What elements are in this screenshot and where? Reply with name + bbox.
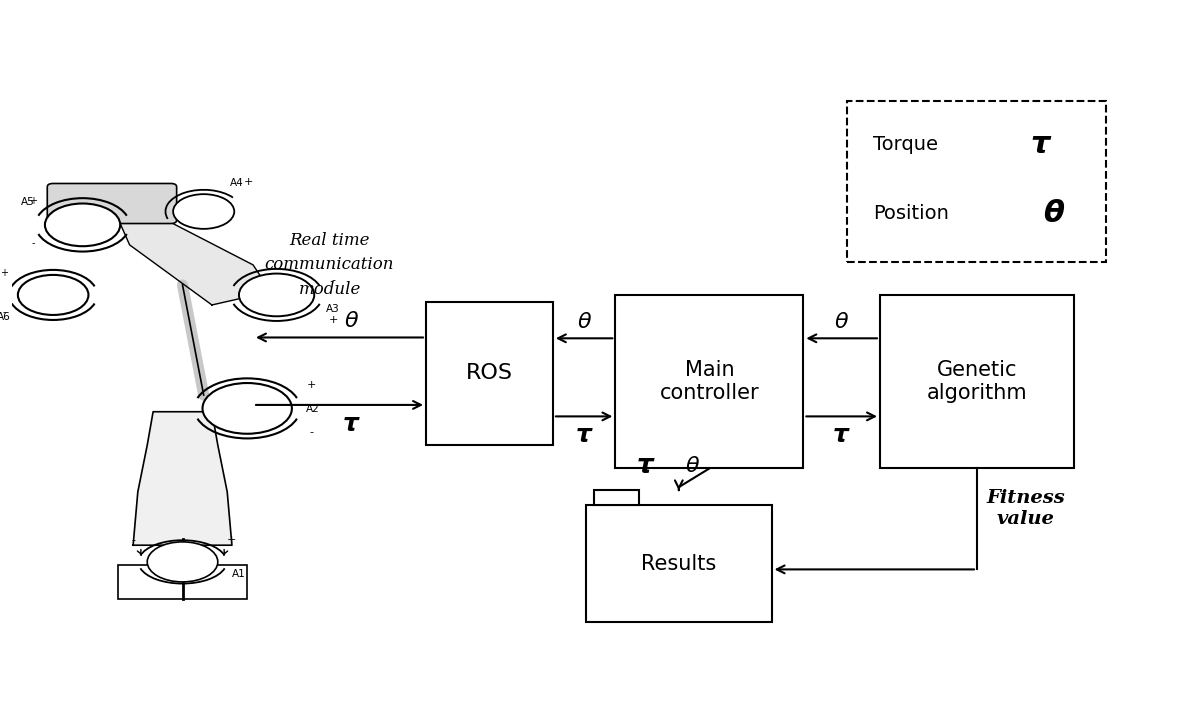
Text: A5: A5 xyxy=(22,197,35,207)
Text: +: + xyxy=(329,315,337,325)
Bar xyxy=(426,302,553,445)
Circle shape xyxy=(18,275,89,315)
Polygon shape xyxy=(133,412,232,545)
Text: $\boldsymbol{\tau}$: $\boldsymbol{\tau}$ xyxy=(342,412,361,436)
Text: A4: A4 xyxy=(229,178,244,188)
Polygon shape xyxy=(101,198,271,305)
Text: -: - xyxy=(131,535,136,545)
Text: A6: A6 xyxy=(0,312,11,322)
Text: +: + xyxy=(0,268,7,278)
Circle shape xyxy=(148,542,218,582)
Text: $\boldsymbol{\tau}$: $\boldsymbol{\tau}$ xyxy=(636,453,655,479)
Bar xyxy=(616,295,804,469)
Bar xyxy=(594,491,638,506)
Text: +: + xyxy=(244,177,253,187)
Text: -: - xyxy=(331,275,335,285)
Text: +: + xyxy=(307,381,317,390)
Circle shape xyxy=(239,273,314,316)
Text: $\theta$: $\theta$ xyxy=(576,312,592,332)
Text: $\theta$: $\theta$ xyxy=(685,456,701,476)
Text: $\boldsymbol{\theta}$: $\boldsymbol{\theta}$ xyxy=(1043,199,1064,228)
Text: Results: Results xyxy=(641,554,716,574)
Text: -: - xyxy=(310,427,314,437)
Text: $\boldsymbol{\tau}$: $\boldsymbol{\tau}$ xyxy=(575,423,594,447)
Text: Fitness
value: Fitness value xyxy=(986,489,1066,528)
Circle shape xyxy=(44,204,120,246)
Text: Real time
communication
module: Real time communication module xyxy=(265,231,395,298)
Text: A1: A1 xyxy=(232,569,246,579)
Text: Torque: Torque xyxy=(872,135,938,154)
Text: Main
controller: Main controller xyxy=(660,360,760,403)
Text: $\boldsymbol{\tau}$: $\boldsymbol{\tau}$ xyxy=(833,423,851,447)
Bar xyxy=(847,102,1105,261)
Text: A2: A2 xyxy=(306,404,319,414)
Circle shape xyxy=(203,383,292,434)
Circle shape xyxy=(173,194,234,229)
Text: Genetic
algorithm: Genetic algorithm xyxy=(926,360,1027,403)
Text: -: - xyxy=(31,239,35,248)
Text: $\boldsymbol{\tau}$: $\boldsymbol{\tau}$ xyxy=(1030,130,1052,159)
Bar xyxy=(118,565,247,599)
Text: $\theta$: $\theta$ xyxy=(834,312,850,332)
FancyBboxPatch shape xyxy=(47,183,176,224)
Text: ROS: ROS xyxy=(466,364,512,383)
Text: +: + xyxy=(227,535,236,545)
Text: A3: A3 xyxy=(326,304,340,314)
Text: -: - xyxy=(2,307,6,317)
Text: $\theta$: $\theta$ xyxy=(343,311,359,331)
Bar xyxy=(586,506,772,622)
Text: +: + xyxy=(29,195,37,205)
Bar xyxy=(880,295,1074,469)
Text: Position: Position xyxy=(872,204,949,223)
